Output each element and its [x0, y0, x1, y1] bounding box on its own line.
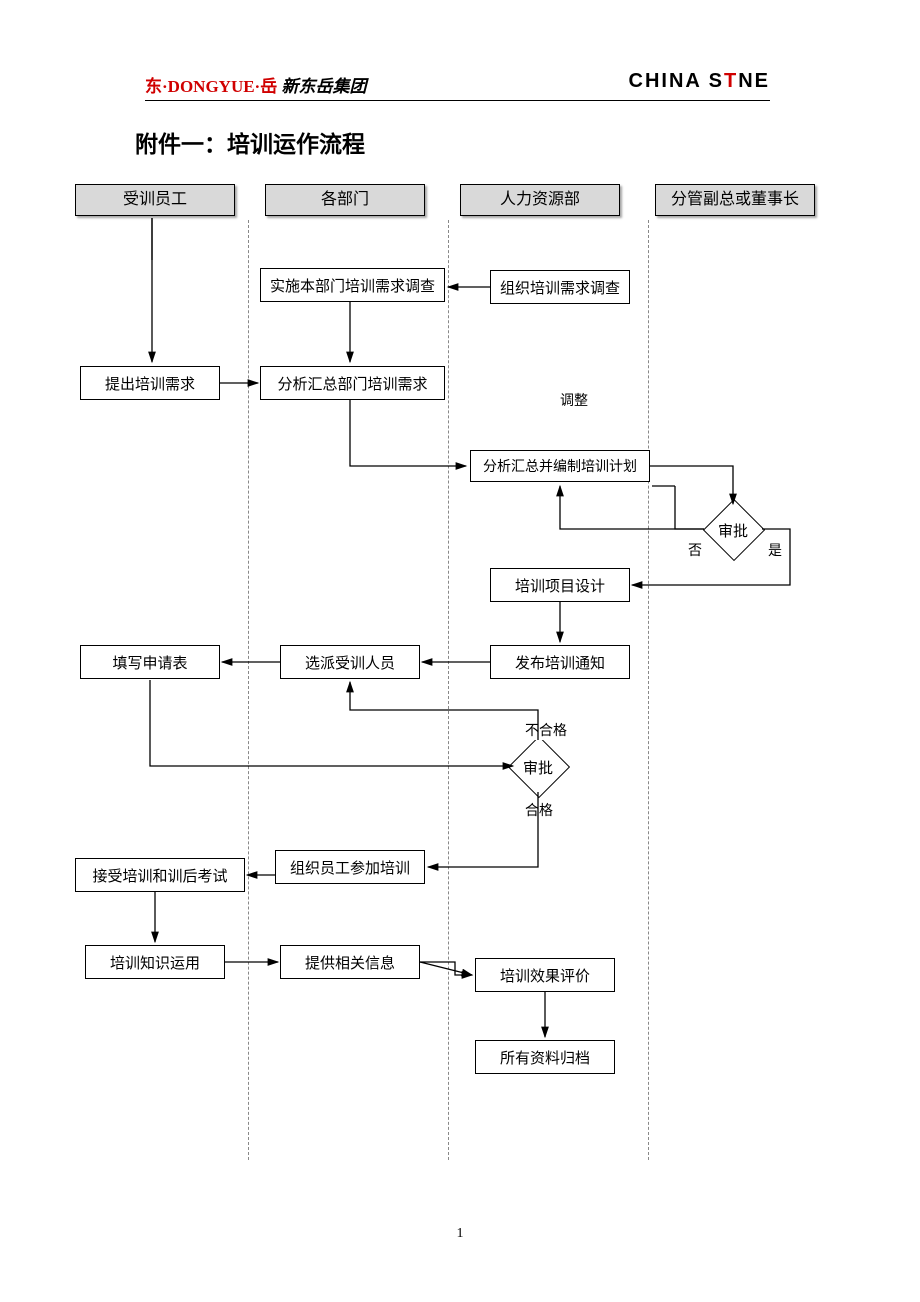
node-select: 选派受训人员	[280, 645, 420, 679]
lane-divider-1	[248, 220, 249, 1160]
edge-label-yes: 是	[768, 540, 782, 560]
logo-right-post: NE	[738, 70, 770, 92]
lane-header-3: 人力资源部	[460, 184, 620, 216]
lane-header-1: 受训员工	[75, 184, 235, 216]
logo-left: 东·DONGYUE·岳 新东岳集团	[145, 72, 366, 97]
logo-right-pre: CHINA S	[629, 70, 724, 92]
node-design: 培训项目设计	[490, 568, 630, 602]
page: 东·DONGYUE·岳 新东岳集团 CHINA STNE 附件一：培训运作流程 …	[0, 0, 920, 1302]
node-plan: 分析汇总并编制培训计划	[470, 450, 650, 482]
logo-right-mid: T	[724, 70, 738, 92]
doc-title: 附件一：培训运作流程	[135, 125, 365, 159]
node-need: 提出培训需求	[80, 366, 220, 400]
header-rule	[145, 100, 770, 101]
decision-approve-2	[508, 736, 570, 798]
node-notice: 发布培训通知	[490, 645, 630, 679]
node-survey: 组织培训需求调查	[490, 270, 630, 304]
edge-label-adjust: 调整	[560, 390, 588, 410]
node-info: 提供相关信息	[280, 945, 420, 979]
node-summary: 分析汇总部门培训需求	[260, 366, 445, 400]
node-org: 组织员工参加培训	[275, 850, 425, 884]
node-apply: 培训知识运用	[85, 945, 225, 979]
lane-divider-2	[448, 220, 449, 1160]
lane-header-2: 各部门	[265, 184, 425, 216]
lane-header-4: 分管副总或董事长	[655, 184, 815, 216]
logo-left-black: 新东岳集团	[281, 77, 366, 96]
node-archive: 所有资料归档	[475, 1040, 615, 1074]
edge-label-no: 否	[688, 540, 702, 560]
node-impl: 实施本部门培训需求调查	[260, 268, 445, 302]
decision-approve-1	[703, 499, 765, 561]
edge-label-fail: 不合格	[525, 720, 567, 740]
edge-label-pass: 合格	[525, 800, 553, 820]
page-number: 1	[0, 1226, 920, 1242]
logo-left-red: 东·DONGYUE·岳	[145, 77, 277, 96]
node-form: 填写申请表	[80, 645, 220, 679]
logo-right: CHINA STNE	[629, 70, 771, 93]
lane-divider-3	[648, 220, 649, 1160]
node-train: 接受培训和训后考试	[75, 858, 245, 892]
node-eval: 培训效果评价	[475, 958, 615, 992]
